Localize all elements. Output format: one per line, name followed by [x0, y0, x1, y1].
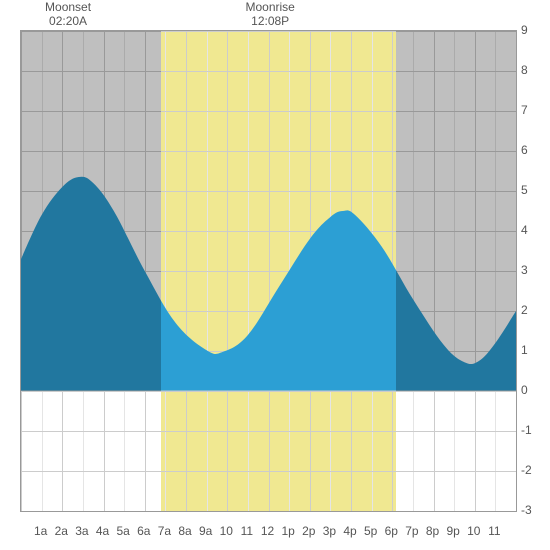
- y-tick: 5: [521, 183, 528, 197]
- x-tick: 11: [488, 524, 500, 538]
- x-tick: 2p: [302, 524, 315, 538]
- moonrise-label: Moonrise 12:08P: [240, 0, 300, 29]
- x-tick: 8p: [426, 524, 439, 538]
- y-tick: 7: [521, 103, 528, 117]
- x-tick: 9a: [199, 524, 212, 538]
- y-tick: 1: [521, 343, 528, 357]
- moonset-label: Moonset 02:20A: [38, 0, 98, 29]
- x-tick: 6p: [385, 524, 398, 538]
- moonrise-title: Moonrise: [240, 0, 300, 14]
- x-tick: 1p: [281, 524, 294, 538]
- y-tick: 3: [521, 263, 528, 277]
- y-tick: 2: [521, 303, 528, 317]
- x-tick: 11: [241, 524, 253, 538]
- x-tick: 1a: [34, 524, 47, 538]
- y-tick: 8: [521, 63, 528, 77]
- night-shade-right: [396, 31, 516, 391]
- x-tick: 8a: [178, 524, 191, 538]
- y-tick: 0: [521, 383, 528, 397]
- x-tick: 10: [220, 524, 233, 538]
- x-tick: 5p: [364, 524, 377, 538]
- x-tick: 2a: [55, 524, 68, 538]
- x-tick: 3p: [323, 524, 336, 538]
- y-tick: 4: [521, 223, 528, 237]
- moonset-title: Moonset: [38, 0, 98, 14]
- tide-chart-plot: [20, 30, 517, 512]
- y-tick: -2: [521, 463, 532, 477]
- y-tick: -3: [521, 503, 532, 517]
- x-tick: 4a: [96, 524, 109, 538]
- y-tick: 9: [521, 23, 528, 37]
- night-shade-left: [21, 31, 161, 391]
- x-tick: 5a: [116, 524, 129, 538]
- x-tick: 12: [261, 524, 274, 538]
- x-tick: 7a: [158, 524, 171, 538]
- y-tick: -1: [521, 423, 532, 437]
- x-tick: 3a: [75, 524, 88, 538]
- x-tick: 6a: [137, 524, 150, 538]
- x-tick: 4p: [343, 524, 356, 538]
- moonset-time: 02:20A: [38, 14, 98, 28]
- x-tick: 9p: [446, 524, 459, 538]
- moonrise-time: 12:08P: [240, 14, 300, 28]
- x-tick: 7p: [405, 524, 418, 538]
- x-tick: 10: [467, 524, 480, 538]
- y-tick: 6: [521, 143, 528, 157]
